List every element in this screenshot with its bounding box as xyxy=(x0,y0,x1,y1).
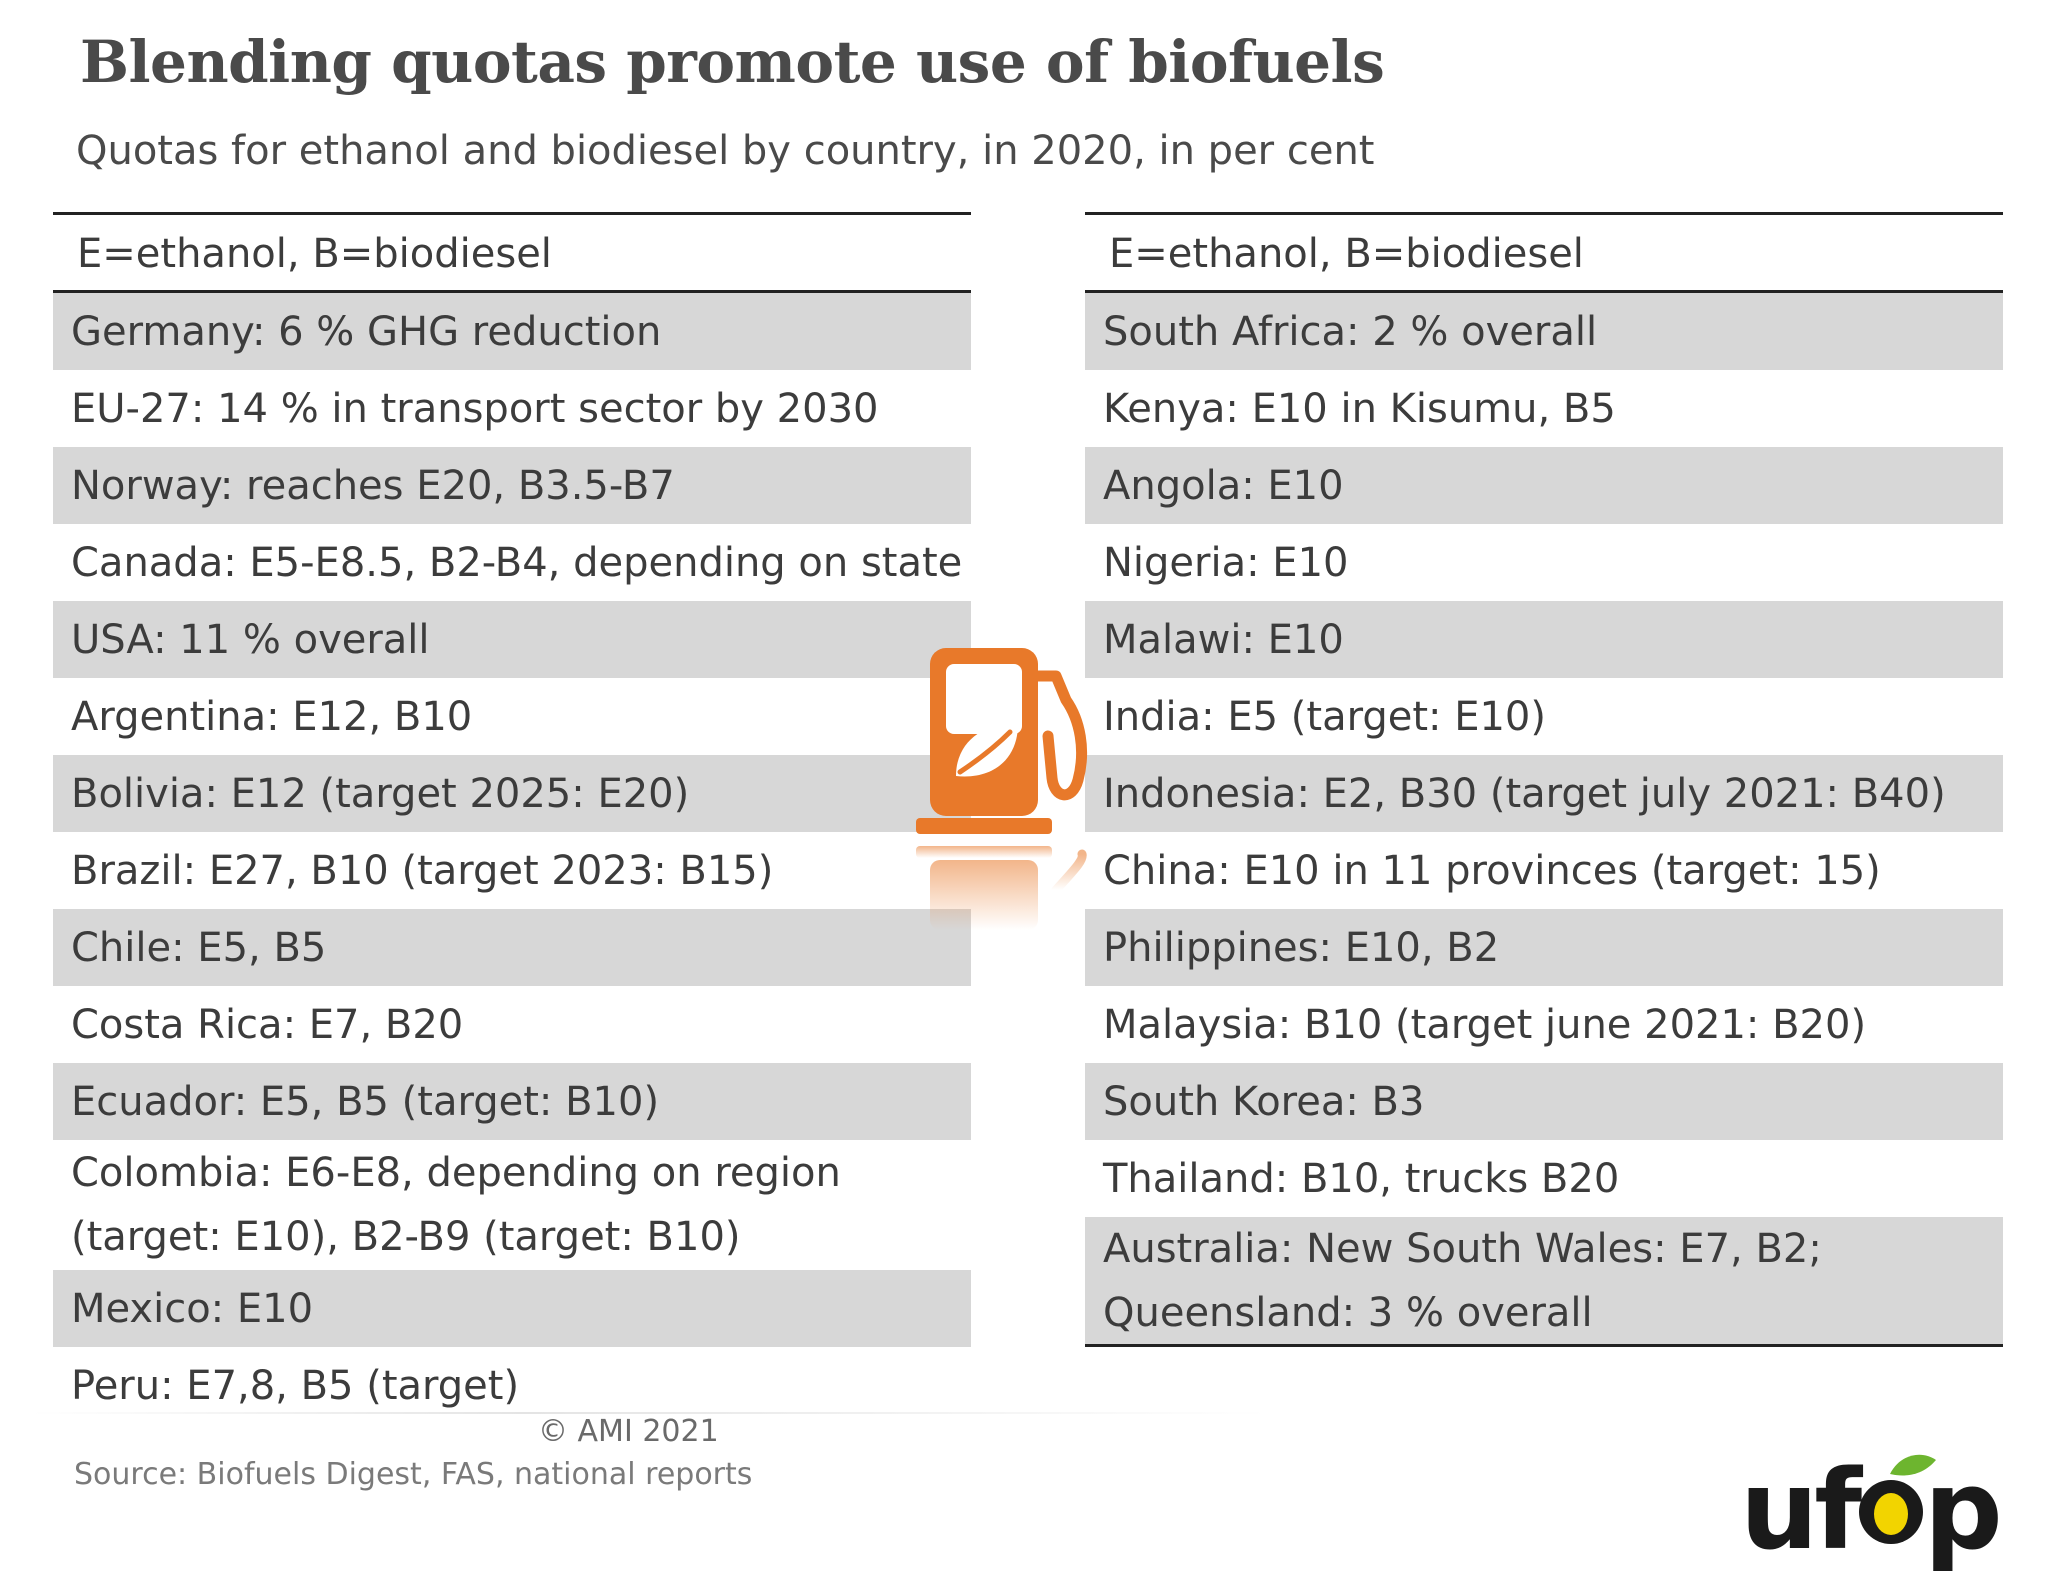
left-table: E=ethanol, B=biodiesel Germany: 6 % GHG … xyxy=(53,212,971,1424)
table-row: Malawi: E10 xyxy=(1085,601,2003,678)
table-row: China: E10 in 11 provinces (target: 15) xyxy=(1103,847,1881,894)
ufop-logo: uf p xyxy=(1740,1446,2003,1574)
table-row: Chile: E5, B5 xyxy=(53,909,971,986)
left-table-header: E=ethanol, B=biodiesel xyxy=(53,215,971,293)
table-row: EU-27: 14 % in transport sector by 2030 xyxy=(71,385,879,432)
table-row: Indonesia: E2, B30 (target july 2021: B4… xyxy=(1085,755,2003,832)
table-row: Philippines: E10, B2 xyxy=(1085,909,2003,986)
table-row: Brazil: E27, B10 (target 2023: B15) xyxy=(71,847,774,894)
chart-subtitle: Quotas for ethanol and biodiesel by coun… xyxy=(76,128,1375,174)
table-row: India: E5 (target: E10) xyxy=(1103,693,1546,740)
fuel-pump-leaf-icon xyxy=(916,648,1088,930)
table-row: Malaysia: B10 (target june 2021: B20) xyxy=(1103,1001,1867,1048)
table-row: South Africa: 2 % overall xyxy=(1085,293,2003,370)
table-row: Bolivia: E12 (target 2025: E20) xyxy=(53,755,971,832)
source-note: Source: Biofuels Digest, FAS, national r… xyxy=(74,1457,753,1492)
right-table-header: E=ethanol, B=biodiesel xyxy=(1085,215,2003,293)
table-row: Canada: E5-E8.5, B2-B4, depending on sta… xyxy=(71,539,963,586)
svg-text:p: p xyxy=(1924,1446,2003,1574)
divider xyxy=(30,1412,1270,1414)
table-row: Mexico: E10 xyxy=(53,1270,971,1347)
table-row: USA: 11 % overall xyxy=(53,601,971,678)
table-row: Argentina: E12, B10 xyxy=(71,693,473,740)
table-row: Thailand: B10, trucks B20 xyxy=(1103,1155,1620,1202)
svg-text:uf: uf xyxy=(1740,1446,1863,1574)
table-row: Australia: New South Wales: E7, B2; Quee… xyxy=(1085,1217,2003,1347)
copyright: © AMI 2021 xyxy=(538,1414,719,1449)
table-row: Kenya: E10 in Kisumu, B5 xyxy=(1103,385,1616,432)
table-row: Ecuador: E5, B5 (target: B10) xyxy=(53,1063,971,1140)
chart-title: Blending quotas promote use of biofuels xyxy=(80,28,1385,96)
table-row: South Korea: B3 xyxy=(1085,1063,2003,1140)
table-row: Nigeria: E10 xyxy=(1103,539,1349,586)
table-row: Norway: reaches E20, B3.5-B7 xyxy=(53,447,971,524)
table-row: Germany: 6 % GHG reduction xyxy=(53,293,971,370)
table-row: Costa Rica: E7, B20 xyxy=(71,1001,464,1048)
table-row: Colombia: E6-E8, depending on region (ta… xyxy=(71,1150,841,1260)
right-table: E=ethanol, B=biodiesel South Africa: 2 %… xyxy=(1085,212,2003,1347)
table-row: Angola: E10 xyxy=(1085,447,2003,524)
table-row: Peru: E7,8, B5 (target) xyxy=(71,1362,520,1409)
